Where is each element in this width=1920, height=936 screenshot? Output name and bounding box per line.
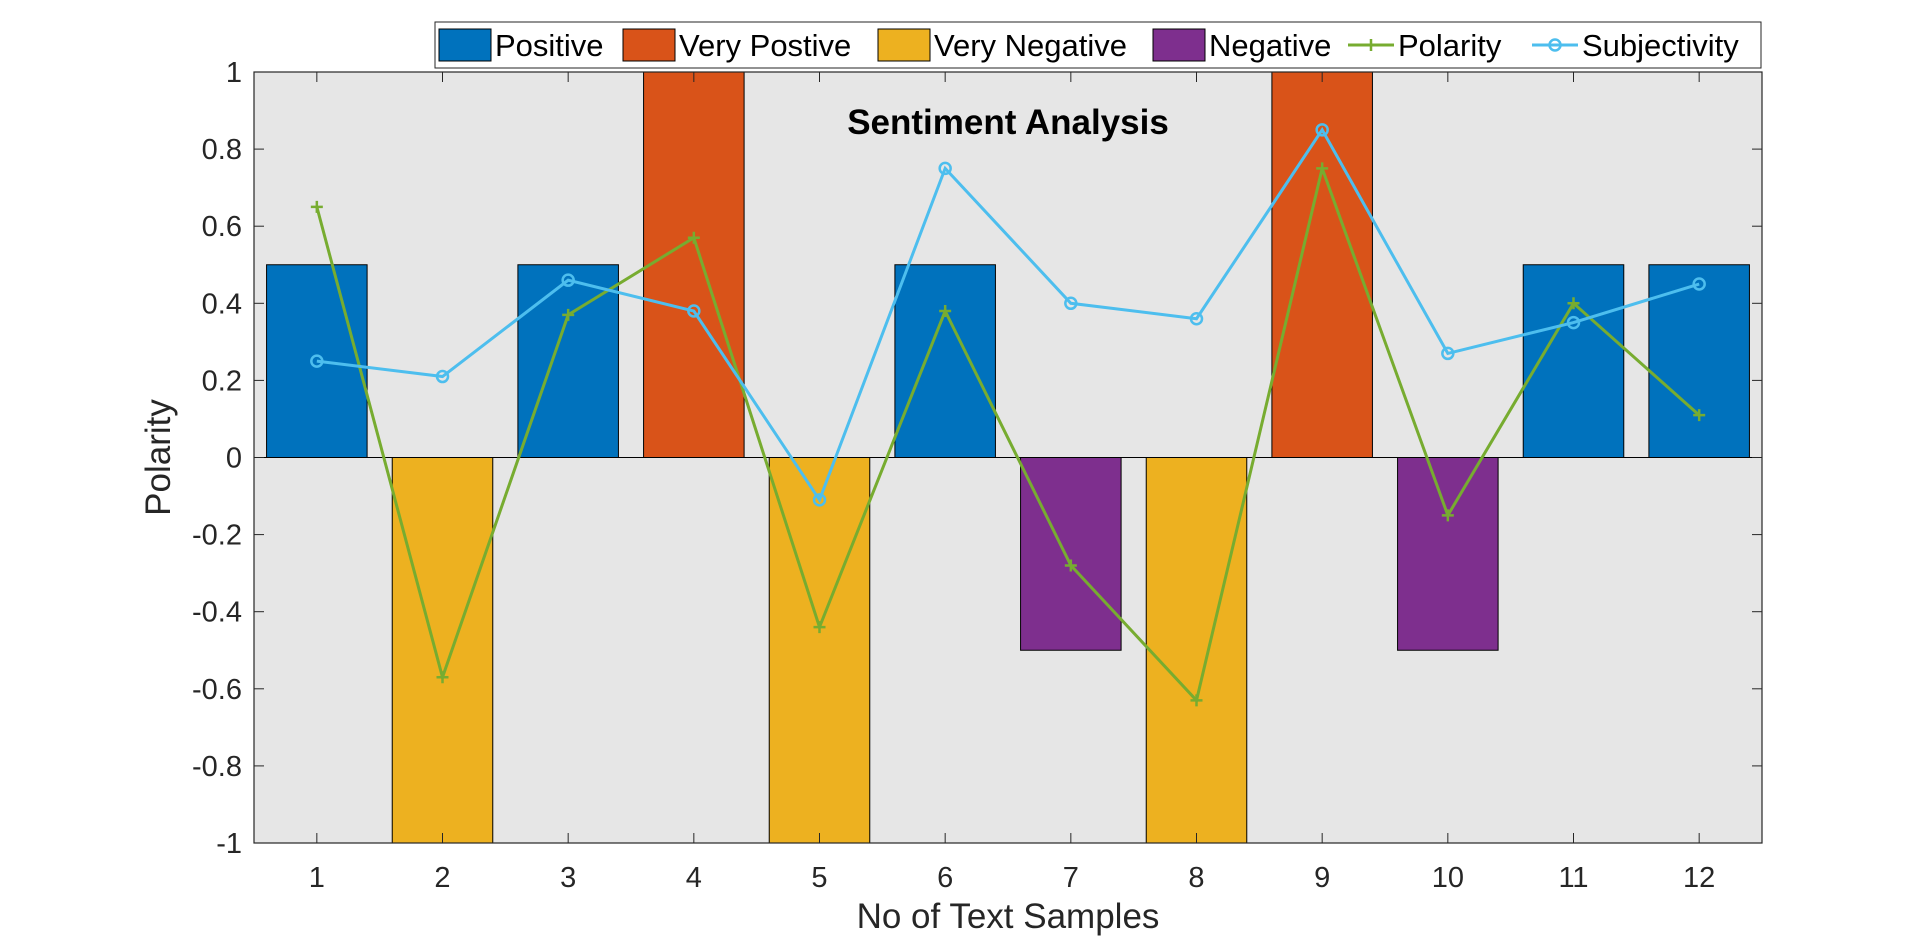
x-tick-label-5: 5 bbox=[811, 862, 827, 894]
x-axis-label: No of Text Samples bbox=[857, 897, 1160, 936]
legend-label-positive: Positive bbox=[495, 28, 604, 63]
point-polarity-4 bbox=[687, 231, 700, 244]
bar-negative-7 bbox=[1020, 457, 1122, 651]
y-tick-label-10: 1 bbox=[226, 57, 242, 89]
y-axis-ticks: -1 -0.8 -0.6 -0.4 -0.2 0 0.2 0.4 0.6 0.8 1 bbox=[192, 57, 1762, 860]
legend-marker-subjectivity bbox=[1548, 38, 1562, 52]
legend-entry-very-negative: Very Negative bbox=[877, 28, 1127, 63]
point-polarity-9 bbox=[1316, 162, 1329, 175]
y-tick-label-7: 0.4 bbox=[202, 288, 242, 320]
y-tick-label-6: 0.2 bbox=[202, 365, 242, 397]
x-tick-label-4: 4 bbox=[686, 862, 702, 894]
x-tick-label-12: 12 bbox=[1683, 862, 1715, 894]
legend-marker-polarity bbox=[1365, 39, 1377, 51]
line-subjectivity bbox=[316, 126, 1700, 504]
x-tick-label-6: 6 bbox=[937, 862, 953, 894]
point-polarity-10 bbox=[1441, 509, 1454, 522]
chart-title: Sentiment Analysis bbox=[847, 103, 1169, 142]
legend-entry-polarity: Polarity bbox=[1348, 28, 1502, 63]
line-polarity bbox=[315, 163, 1701, 704]
legend-swatch-very-negative bbox=[877, 28, 931, 62]
point-subjectivity-3 bbox=[561, 273, 575, 287]
legend-entry-positive: Positive bbox=[438, 28, 604, 63]
legend-swatch-negative bbox=[1152, 28, 1206, 62]
x-tick-label-3: 3 bbox=[560, 862, 576, 894]
point-polarity-2 bbox=[436, 671, 449, 684]
point-subjectivity-8 bbox=[1189, 311, 1204, 326]
bar-very-postive-4 bbox=[643, 71, 745, 458]
point-subjectivity-7 bbox=[1064, 296, 1078, 311]
y-tick-label-8: 0.6 bbox=[202, 211, 242, 243]
point-subjectivity-4 bbox=[687, 304, 701, 318]
bar-negative-10 bbox=[1397, 457, 1499, 651]
legend-label-subjectivity: Subjectivity bbox=[1582, 28, 1739, 63]
y-tick-label-1: -0.8 bbox=[192, 751, 242, 783]
point-subjectivity-10 bbox=[1441, 346, 1455, 361]
legend-label-very-postive: Very Postive bbox=[679, 28, 851, 63]
point-polarity-7 bbox=[1064, 559, 1077, 572]
y-tick-label-0: -1 bbox=[216, 828, 242, 860]
point-subjectivity-12 bbox=[1692, 277, 1706, 291]
point-subjectivity-9 bbox=[1315, 123, 1329, 137]
x-tick-label-7: 7 bbox=[1063, 862, 1079, 894]
x-axis-ticks: 1 2 3 4 5 6 7 8 9 10 11 12 bbox=[309, 72, 1715, 894]
y-tick-label-5: 0 bbox=[226, 443, 242, 475]
legend-label-polarity: Polarity bbox=[1398, 28, 1502, 63]
point-subjectivity-6 bbox=[938, 161, 952, 176]
point-subjectivity-5 bbox=[812, 493, 827, 507]
point-polarity-1 bbox=[310, 200, 323, 213]
x-tick-label-11: 11 bbox=[1558, 862, 1588, 894]
x-tick-label-8: 8 bbox=[1188, 862, 1204, 894]
point-polarity-8 bbox=[1190, 694, 1203, 707]
lines-layer bbox=[310, 123, 1706, 707]
point-subjectivity-11 bbox=[1566, 315, 1581, 330]
x-tick-label-2: 2 bbox=[434, 862, 450, 894]
bar-very-negative-8 bbox=[1145, 457, 1248, 844]
point-subjectivity-1 bbox=[310, 354, 324, 368]
point-polarity-5 bbox=[813, 621, 826, 634]
y-tick-label-2: -0.6 bbox=[192, 674, 242, 706]
legend-swatch-positive bbox=[438, 28, 492, 62]
bar-positive-6 bbox=[894, 264, 996, 458]
legend: Positive Very Postive Very Negative Negativ… bbox=[434, 21, 1762, 69]
y-tick-label-3: -0.4 bbox=[192, 597, 242, 629]
point-polarity-6 bbox=[939, 305, 952, 318]
legend-entry-subjectivity: Subjectivity bbox=[1532, 28, 1739, 63]
legend-entry-very-postive: Very Postive bbox=[622, 28, 851, 63]
bar-very-negative-2 bbox=[391, 457, 494, 844]
y-tick-label-4: -0.2 bbox=[192, 520, 242, 552]
point-polarity-11 bbox=[1567, 297, 1580, 310]
legend-label-negative: Negative bbox=[1209, 28, 1331, 63]
legend-swatch-very-postive bbox=[622, 28, 676, 62]
y-axis-label: Polarity bbox=[139, 399, 178, 516]
bar-positive-3 bbox=[517, 264, 619, 458]
legend-label-very-negative: Very Negative bbox=[934, 28, 1127, 63]
x-tick-label-9: 9 bbox=[1314, 862, 1330, 894]
x-tick-label-10: 10 bbox=[1432, 862, 1464, 894]
point-polarity-12 bbox=[1693, 409, 1706, 422]
legend-entry-negative: Negative bbox=[1152, 28, 1331, 63]
x-tick-label-1: 1 bbox=[309, 862, 325, 894]
point-polarity-3 bbox=[562, 308, 575, 321]
y-tick-label-9: 0.8 bbox=[202, 134, 242, 166]
point-subjectivity-2 bbox=[435, 369, 450, 384]
